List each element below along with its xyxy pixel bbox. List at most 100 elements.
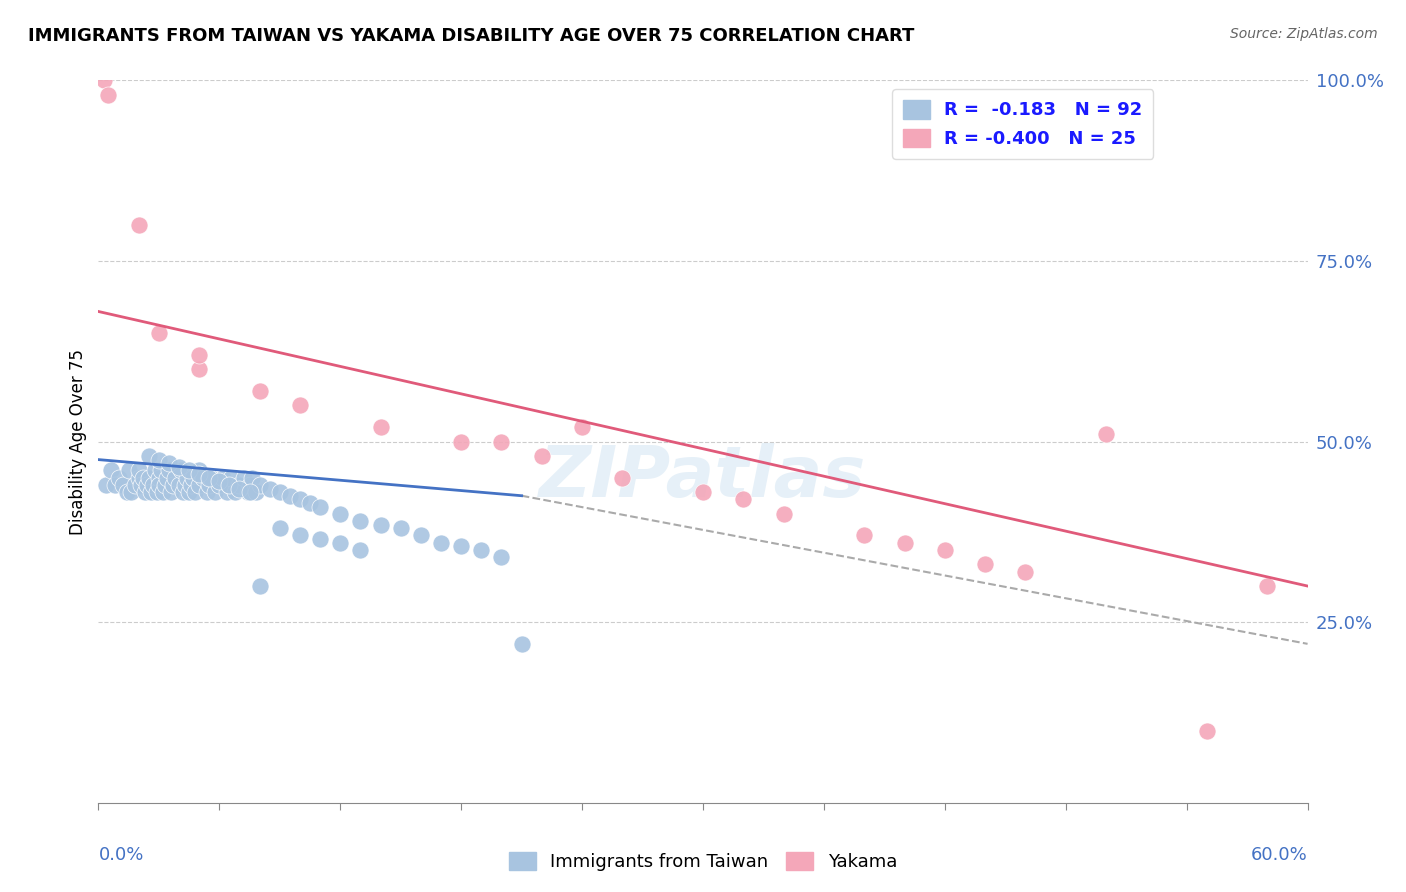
Point xyxy=(152,485,174,500)
Point xyxy=(232,471,254,485)
Point xyxy=(148,471,170,485)
Point xyxy=(135,478,157,492)
Point xyxy=(153,478,176,492)
Point xyxy=(530,449,553,463)
Point xyxy=(167,478,190,492)
Point xyxy=(100,463,122,477)
Point xyxy=(309,532,332,546)
Point xyxy=(249,384,271,398)
Point xyxy=(692,485,714,500)
Point xyxy=(245,485,267,500)
Point xyxy=(733,492,755,507)
Legend: Immigrants from Taiwan, Yakama: Immigrants from Taiwan, Yakama xyxy=(502,845,904,879)
Point xyxy=(228,478,250,492)
Point xyxy=(176,471,198,485)
Point xyxy=(510,637,533,651)
Point xyxy=(200,471,222,485)
Point xyxy=(188,348,211,362)
Point xyxy=(157,463,180,477)
Point xyxy=(193,471,215,485)
Point xyxy=(470,542,492,557)
Point xyxy=(208,475,231,489)
Point xyxy=(172,485,194,500)
Point xyxy=(249,478,271,492)
Point xyxy=(128,463,150,477)
Point xyxy=(893,535,915,549)
Point xyxy=(124,478,146,492)
Point xyxy=(195,485,218,500)
Point xyxy=(149,463,172,477)
Point xyxy=(212,471,235,485)
Point xyxy=(198,471,221,485)
Point xyxy=(148,452,170,467)
Point xyxy=(240,471,263,485)
Point xyxy=(96,478,118,492)
Point xyxy=(772,507,794,521)
Point xyxy=(491,434,513,449)
Point xyxy=(148,478,170,492)
Point xyxy=(107,471,129,485)
Point xyxy=(974,558,997,572)
Point xyxy=(217,485,239,500)
Point xyxy=(370,517,392,532)
Text: 0.0%: 0.0% xyxy=(98,847,143,864)
Point xyxy=(139,485,162,500)
Point xyxy=(329,507,352,521)
Point xyxy=(430,535,453,549)
Point xyxy=(288,492,311,507)
Legend: R =  -0.183   N = 92, R = -0.400   N = 25: R = -0.183 N = 92, R = -0.400 N = 25 xyxy=(891,89,1153,159)
Point xyxy=(224,485,246,500)
Point xyxy=(128,471,150,485)
Point xyxy=(1195,723,1218,738)
Point xyxy=(299,496,322,510)
Point xyxy=(612,471,634,485)
Point xyxy=(239,485,262,500)
Point xyxy=(170,463,193,477)
Point xyxy=(115,485,138,500)
Point xyxy=(103,478,125,492)
Point xyxy=(138,449,160,463)
Point xyxy=(180,478,202,492)
Point xyxy=(450,434,472,449)
Point xyxy=(157,456,180,470)
Point xyxy=(143,463,166,477)
Point xyxy=(228,482,250,496)
Point xyxy=(309,500,332,514)
Point xyxy=(160,485,183,500)
Point xyxy=(349,542,371,557)
Point xyxy=(129,478,152,492)
Point xyxy=(188,478,211,492)
Point xyxy=(188,463,211,477)
Point xyxy=(162,478,184,492)
Point xyxy=(269,485,291,500)
Point xyxy=(132,471,155,485)
Text: Source: ZipAtlas.com: Source: ZipAtlas.com xyxy=(1230,27,1378,41)
Point xyxy=(239,478,262,492)
Point xyxy=(288,528,311,542)
Point xyxy=(198,478,221,492)
Point xyxy=(221,471,243,485)
Text: ZIPatlas: ZIPatlas xyxy=(540,443,866,512)
Point xyxy=(118,463,141,477)
Point xyxy=(184,485,207,500)
Point xyxy=(934,542,956,557)
Point xyxy=(1256,579,1278,593)
Point xyxy=(167,459,190,474)
Point xyxy=(1095,427,1118,442)
Point xyxy=(389,521,412,535)
Point xyxy=(174,478,197,492)
Point xyxy=(329,535,352,549)
Text: IMMIGRANTS FROM TAIWAN VS YAKAMA DISABILITY AGE OVER 75 CORRELATION CHART: IMMIGRANTS FROM TAIWAN VS YAKAMA DISABIL… xyxy=(28,27,914,45)
Point xyxy=(128,218,150,232)
Point xyxy=(188,362,211,376)
Point xyxy=(156,471,179,485)
Point xyxy=(349,514,371,528)
Point xyxy=(134,485,156,500)
Point xyxy=(218,478,240,492)
Point xyxy=(142,478,165,492)
Point xyxy=(181,471,204,485)
Point xyxy=(179,463,201,477)
Text: 60.0%: 60.0% xyxy=(1251,847,1308,864)
Point xyxy=(163,471,186,485)
Point xyxy=(97,87,120,102)
